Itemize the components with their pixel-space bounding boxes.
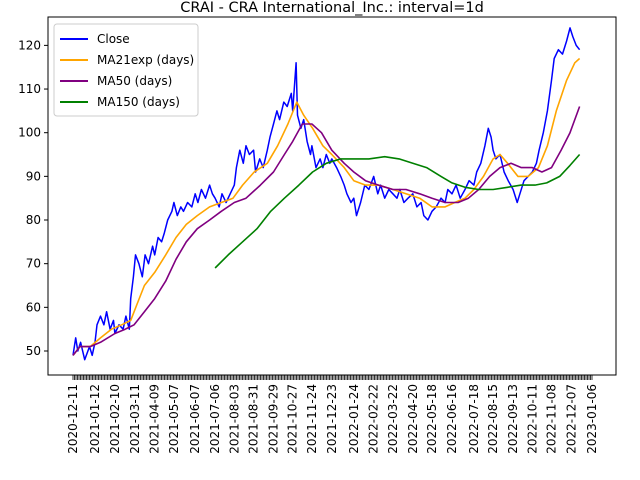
x-tick-label: 2021-07-06 [208,384,222,454]
x-tick-label: 2021-08-03 [227,384,241,454]
x-tick-label: 2022-05-18 [425,384,439,454]
x-tick-label: 2020-12-11 [66,384,80,454]
x-tick-label: 2021-01-12 [88,384,102,454]
x-tick-label: 2022-04-20 [406,384,420,454]
y-tick-label: 120 [18,38,41,52]
y-tick-label: 80 [26,213,41,227]
tick-layer: 2020-12-11 2021-01-12 2021-02-10 2021-03-11… [18,38,599,453]
x-tick-label: 2021-08-31 [247,384,261,454]
x-tick-label: 2022-08-15 [486,384,500,454]
x-tick-label: 2021-03-11 [128,384,142,454]
x-tick-label: 2022-11-08 [544,384,558,454]
x-tick-label: 2021-10-27 [286,384,300,454]
legend: Close MA21exp (days) MA50 (days) MA150 (day… [53,23,199,117]
legend-box [53,23,199,117]
series-line-ma150-days [214,153,581,269]
legend-label: MA21exp (days) [97,53,194,67]
y-tick-label: 110 [18,82,41,96]
y-tick-label: 100 [18,126,41,140]
x-tick-label: 2022-07-18 [467,384,481,454]
series-layer [72,27,581,361]
x-tick-label: 2022-02-22 [367,384,381,454]
y-tick-label: 70 [26,257,41,271]
legend-label: Close [97,32,130,46]
x-tick-label: 2021-12-23 [325,384,339,454]
series-line-close [72,27,581,361]
y-tick-label: 60 [26,300,41,314]
x-tick-label: 2021-05-07 [167,384,181,454]
x-tick-label: 2021-11-24 [305,384,319,454]
x-tick-label: 2021-02-10 [108,384,122,454]
x-tick-label: 2022-03-22 [386,384,400,454]
x-tick-label: 2022-06-16 [445,384,459,454]
legend-label: MA50 (days) [97,74,172,88]
series-line-ma21exp-days [72,57,581,356]
y-tick-label: 50 [26,344,41,358]
plot-frame [47,16,617,376]
x-tick-label: 2022-12-07 [564,384,578,454]
x-tick-label: 2021-09-29 [266,384,280,454]
legend-label: MA150 (days) [97,95,180,109]
x-tick-label: 2021-06-07 [188,384,202,454]
x-tick-label: 2021-04-09 [148,384,162,454]
x-tick-label: 2022-09-13 [506,384,520,454]
x-tick-label: 2022-10-11 [525,384,539,454]
x-tick-label: 2022-01-24 [347,384,361,454]
y-tick-label: 90 [26,169,41,183]
series-line-ma50-days [72,106,581,356]
x-tick-label: 2023-01-06 [585,384,599,454]
chart-title: CRAI - CRA International_Inc.: interval=… [180,0,484,16]
x-minor-ticks [72,375,593,380]
